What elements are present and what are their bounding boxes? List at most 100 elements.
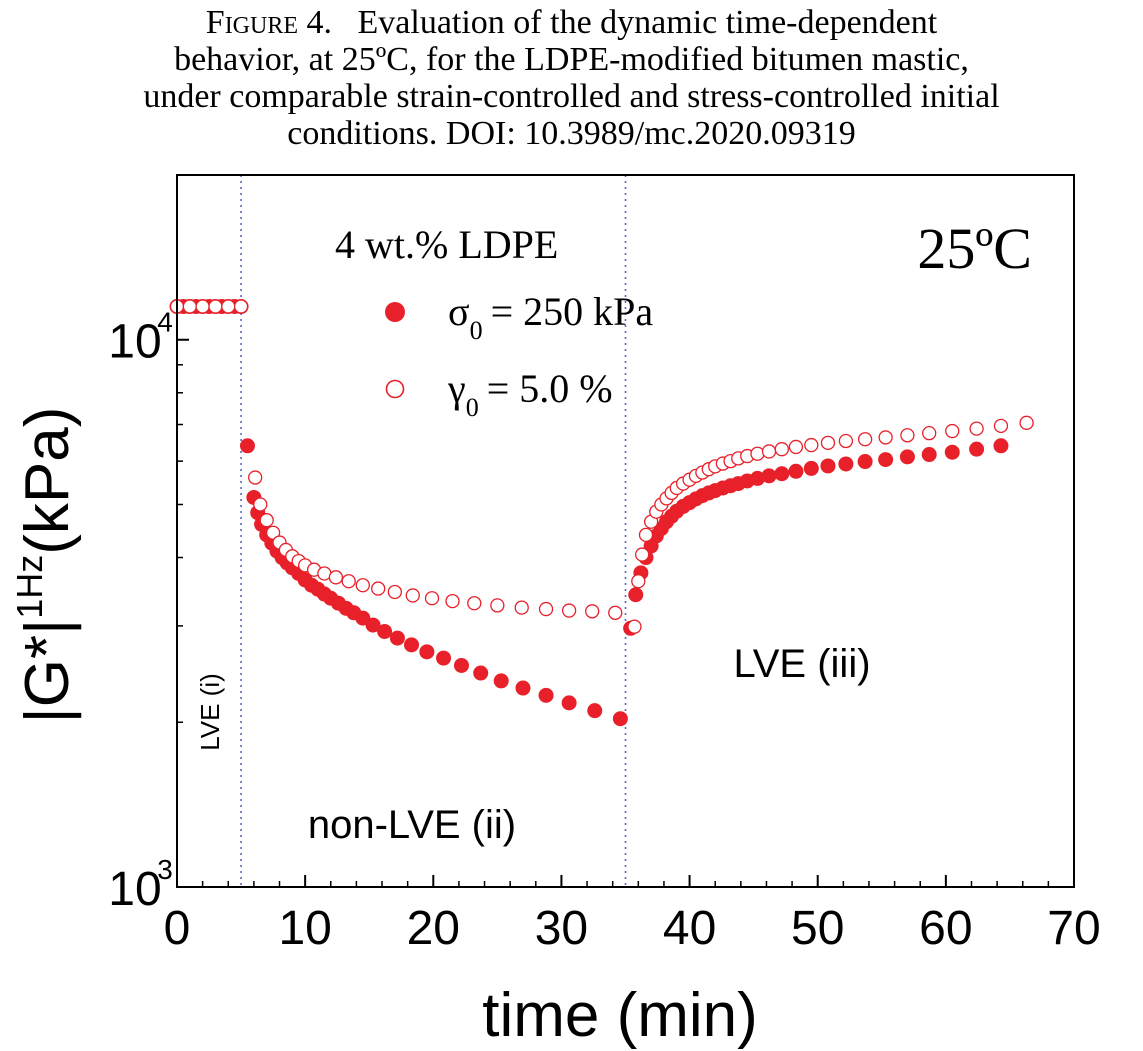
filled-data-point [993, 438, 1009, 454]
filled-data-point [803, 460, 819, 476]
open-data-point [804, 437, 819, 453]
caption-line3: under comparable strain-controlled and s… [143, 78, 1000, 115]
figure-caption: Figure 4. Evaluation of the dynamic time… [0, 4, 1143, 152]
y-tick-exponent: 3 [157, 854, 173, 885]
x-tick-label: 20 [407, 902, 460, 955]
open-data-point [259, 513, 274, 528]
legend-title: 4 wt.% LDPE [335, 222, 558, 267]
filled-data-point [774, 466, 790, 482]
open-data-point [608, 605, 623, 620]
y-axis-label-unit: (kPa) [13, 407, 82, 555]
open-data-point [788, 439, 804, 455]
filled-data-point [944, 444, 960, 460]
filled-data-point [389, 630, 405, 646]
data-points [169, 299, 1034, 727]
filled-data-point [436, 650, 452, 666]
legend-stress-text: = 250 kPa [491, 289, 654, 334]
filled-data-point [838, 456, 854, 472]
open-data-point [233, 299, 249, 314]
series-stress [169, 299, 1009, 727]
filled-data-point [788, 463, 804, 479]
open-data-point [638, 527, 654, 543]
open-data-point [490, 598, 505, 613]
filled-data-point [761, 468, 777, 484]
legend-entry-strain: γ0 = 5.0 % [447, 366, 613, 422]
x-tick-label: 60 [919, 902, 972, 955]
open-data-point [405, 588, 420, 603]
filled-data-point [515, 680, 531, 696]
filled-data-point [365, 617, 381, 633]
open-data-point [467, 596, 482, 611]
legend-marker-filled [385, 302, 405, 322]
x-tick-label: 10 [278, 902, 331, 955]
open-data-point [635, 547, 650, 562]
caption-line2: behavior, at 25ºC, for the LDPE-modified… [174, 41, 969, 78]
open-data-point [993, 418, 1009, 434]
open-data-point [945, 423, 960, 439]
open-data-point [857, 432, 873, 447]
filled-data-point [857, 454, 873, 470]
filled-data-point [878, 452, 894, 468]
open-data-point [341, 574, 356, 589]
open-data-point [561, 603, 577, 618]
caption-line1: Evaluation of the dynamic time-dependent [357, 4, 938, 41]
open-data-point [355, 578, 370, 593]
open-data-point [538, 601, 554, 617]
legend-entry-stress: σ0 = 250 kPa [448, 289, 653, 345]
open-data-point [514, 600, 529, 615]
open-data-point [221, 299, 236, 314]
open-data-point [631, 574, 646, 589]
filled-data-point [473, 665, 489, 681]
filled-data-point [820, 458, 836, 474]
open-data-point [774, 442, 789, 457]
open-data-point [969, 421, 984, 436]
open-data-point [265, 525, 281, 540]
open-data-point [253, 497, 268, 512]
legend-stress-symbol: σ [448, 289, 470, 334]
open-data-point [424, 591, 440, 606]
filled-data-point [561, 695, 577, 711]
filled-data-point [239, 438, 255, 454]
y-tick-label: 10 [108, 316, 161, 369]
legend-strain-sub: 0 [466, 393, 479, 422]
series-strain [169, 299, 1034, 634]
filled-data-point [969, 441, 985, 457]
open-data-point [838, 433, 854, 449]
y-axis-label: |G*|1Hz(kPa) [9, 407, 82, 724]
filled-data-point [538, 687, 554, 703]
filled-data-point [493, 673, 509, 689]
caption-label: Figure 4. [205, 4, 333, 41]
x-tick-label: 0 [164, 902, 191, 955]
plot-frame [176, 174, 1075, 888]
legend-strain-text: = 5.0 % [487, 366, 613, 411]
x-tick-label: 50 [791, 902, 844, 955]
filled-data-point [404, 637, 420, 653]
filled-data-point [612, 711, 628, 727]
open-data-point [627, 619, 642, 634]
region-label-lve-i: LVE (i) [195, 673, 225, 751]
open-data-point [387, 584, 402, 600]
open-data-point [248, 470, 263, 485]
open-data-point [878, 430, 893, 445]
y-tick-label: 10 [108, 863, 161, 916]
open-data-point [761, 444, 777, 459]
open-data-point [195, 299, 210, 314]
filled-data-point [899, 449, 915, 465]
filled-data-point [377, 624, 393, 640]
filled-data-point [921, 447, 937, 463]
caption-line4: conditions. DOI: 10.3989/mc.2020.09319 [287, 115, 856, 152]
legend-marker-open [385, 379, 405, 399]
region-dividers [240, 175, 627, 887]
filled-data-point [749, 470, 765, 486]
open-data-point [371, 581, 386, 596]
y-tick-exponent: 4 [157, 307, 173, 338]
filled-data-point [419, 644, 435, 660]
filled-data-point [587, 703, 603, 719]
temperature-label: 25ºC [917, 216, 1032, 281]
open-data-point [585, 604, 600, 619]
open-data-point [328, 570, 344, 585]
open-data-point [208, 299, 223, 314]
region-label-lve-iii: LVE (iii) [733, 642, 870, 686]
